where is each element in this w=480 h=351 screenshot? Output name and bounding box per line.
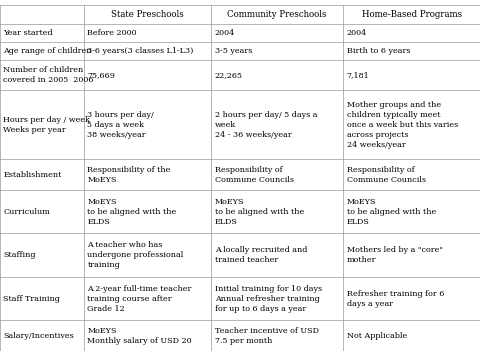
Text: Not Applicable: Not Applicable <box>347 332 407 340</box>
Text: Responsibility of
Commune Councils: Responsibility of Commune Councils <box>215 166 294 184</box>
Text: 3-5 years: 3-5 years <box>215 47 252 55</box>
Text: MoEYS
to be aligned with the
ELDS: MoEYS to be aligned with the ELDS <box>87 198 177 226</box>
Text: Responsibility of the
MoEYS: Responsibility of the MoEYS <box>87 166 171 184</box>
Text: 2004: 2004 <box>215 29 235 37</box>
Text: Staff Training: Staff Training <box>3 294 60 303</box>
Text: Community Preschools: Community Preschools <box>228 10 327 19</box>
Text: A 2-year full-time teacher
training course after
Grade 12: A 2-year full-time teacher training cour… <box>87 285 192 313</box>
Text: MoEYS
Monthly salary of USD 20: MoEYS Monthly salary of USD 20 <box>87 327 192 345</box>
Text: Hours per day / week
Weeks per year: Hours per day / week Weeks per year <box>3 116 90 134</box>
Text: Responsibility of
Commune Councils: Responsibility of Commune Councils <box>347 166 426 184</box>
Text: 75,669: 75,669 <box>87 71 115 79</box>
Text: Salary/Incentives: Salary/Incentives <box>3 332 74 340</box>
Text: A teacher who has
undergone professional
training: A teacher who has undergone professional… <box>87 241 184 269</box>
Text: 3-6 years(3 classes L1-L3): 3-6 years(3 classes L1-L3) <box>87 47 194 55</box>
Text: Number of children
covered in 2005  2006: Number of children covered in 2005 2006 <box>3 66 94 84</box>
Text: MoEYS
to be aligned with the
ELDS: MoEYS to be aligned with the ELDS <box>215 198 304 226</box>
Text: Before 2000: Before 2000 <box>87 29 137 37</box>
Text: Home-Based Programs: Home-Based Programs <box>361 10 462 19</box>
Text: Year started: Year started <box>3 29 53 37</box>
Text: 7,181: 7,181 <box>347 71 369 79</box>
Text: State Preschools: State Preschools <box>111 10 184 19</box>
Text: Establishment: Establishment <box>3 171 62 179</box>
Text: 2 hours per day/ 5 days a
week
24 - 36 weeks/year: 2 hours per day/ 5 days a week 24 - 36 w… <box>215 111 317 139</box>
Text: Refresher training for 6
days a year: Refresher training for 6 days a year <box>347 290 444 308</box>
Text: A locally recruited and
trained teacher: A locally recruited and trained teacher <box>215 246 307 264</box>
Text: Birth to 6 years: Birth to 6 years <box>347 47 410 55</box>
Text: Initial training for 10 days
Annual refresher training
for up to 6 days a year: Initial training for 10 days Annual refr… <box>215 285 322 313</box>
Text: Age range of children: Age range of children <box>3 47 92 55</box>
Text: Mother groups and the
children typically meet
once a week but this varies
across: Mother groups and the children typically… <box>347 101 458 149</box>
Text: Staffing: Staffing <box>3 251 36 259</box>
Text: Curriculum: Curriculum <box>3 208 50 216</box>
Text: 2004: 2004 <box>347 29 367 37</box>
Text: 3 hours per day/
5 days a week
38 weeks/year: 3 hours per day/ 5 days a week 38 weeks/… <box>87 111 154 139</box>
Text: Mothers led by a "core"
mother: Mothers led by a "core" mother <box>347 246 443 264</box>
Text: MoEYS
to be aligned with the
ELDS: MoEYS to be aligned with the ELDS <box>347 198 436 226</box>
Text: 22,265: 22,265 <box>215 71 242 79</box>
Text: Teacher incentive of USD
7.5 per month: Teacher incentive of USD 7.5 per month <box>215 327 319 345</box>
